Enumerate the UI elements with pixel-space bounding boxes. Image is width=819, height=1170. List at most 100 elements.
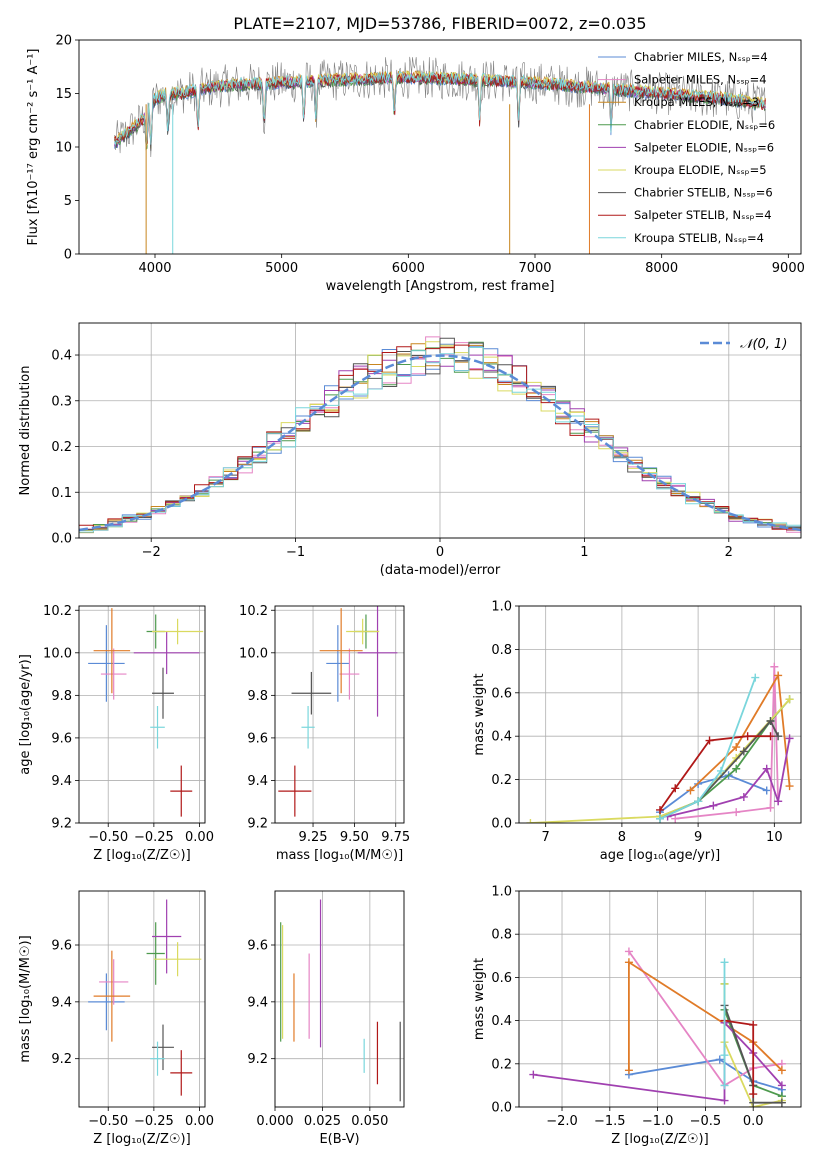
x-tick-label: 0.050 — [351, 1114, 388, 1129]
gridlines — [519, 605, 801, 824]
legend-label: Salpeter MILES, Nₛₛₚ=4 — [634, 73, 767, 87]
legend-label: Chabrier MILES, Nₛₛₚ=4 — [634, 50, 768, 64]
x-axis-label: Z [log₁₀(Z/Z☉)] — [611, 1132, 708, 1147]
x-tick-label: 7 — [542, 830, 550, 845]
x-tick-label: −1 — [286, 545, 305, 560]
axes-frame — [78, 322, 802, 539]
errorbar-point — [339, 648, 360, 700]
weight-marker — [720, 958, 729, 967]
x-axis-label: wavelength [Angstrom, rest frame] — [326, 279, 555, 294]
axes-frame — [274, 890, 405, 1108]
x-tick-label: 0.0 — [743, 1114, 764, 1129]
ticks: −2.0 −1.5 −1.0 −0.5 0.0 0.0 0.2 0.4 0.6 0.8 1.0 — [491, 885, 763, 1130]
plot-area — [526, 662, 794, 823]
errorbar-point — [301, 705, 315, 749]
weight-marker — [656, 805, 664, 814]
y-tick-label: 0 — [64, 248, 72, 263]
x-tick-label: 9.75 — [381, 830, 410, 845]
legend-label: Chabrier ELODIE, Nₛₛₚ=6 — [634, 118, 775, 132]
weight-marker — [777, 1081, 786, 1090]
y-tick-label: 10.2 — [43, 604, 72, 619]
legend-label: Salpeter STELIB, Nₛₛₚ=4 — [634, 208, 772, 222]
weight-marker — [686, 786, 695, 795]
gridlines — [79, 606, 205, 824]
errorbar-point — [146, 922, 165, 985]
legend-label: Chabrier STELIB, Nₛₛₚ=6 — [634, 186, 773, 200]
y-tick-label: 10.0 — [43, 646, 72, 661]
weight-marker — [671, 814, 680, 823]
errorbar-point — [326, 625, 350, 702]
weight-line — [530, 698, 791, 823]
x-tick-label: 9 — [694, 830, 702, 845]
errorbar-point — [153, 942, 202, 977]
errorbar-point — [170, 1050, 193, 1096]
x-tick-label: 1 — [580, 545, 588, 560]
y-axis-label: Flux [fλ10⁻¹⁷ erg cm⁻² s⁻¹ A⁻¹] — [26, 49, 41, 246]
axes-frame — [518, 605, 802, 824]
x-tick-label: 0 — [436, 545, 444, 560]
weight-marker — [743, 732, 752, 741]
x-tick-label: −1.5 — [594, 1114, 626, 1129]
normal-curve — [79, 354, 801, 532]
x-tick-label: 0.00 — [185, 830, 214, 845]
axes-frame — [78, 890, 206, 1108]
weight-marker — [762, 786, 771, 795]
errorbar-point — [100, 648, 127, 700]
x-tick-label: 8 — [618, 830, 626, 845]
weight-marker — [749, 1090, 758, 1099]
y-tick-label: 10.0 — [239, 646, 268, 661]
y-tick-label: 10 — [55, 141, 72, 156]
weight-marker — [715, 1055, 724, 1064]
ticks: 7 8 9 10 0.0 0.2 0.4 0.6 0.8 1.0 — [491, 600, 782, 846]
weight-line — [628, 960, 783, 1071]
y-tick-label: 0.2 — [51, 440, 72, 455]
ticks: 9.25 9.50 9.75 9.2 9.4 9.6 9.8 10.0 10.2 — [239, 604, 410, 845]
weight-marker — [529, 1070, 538, 1079]
errorbar-point — [278, 765, 312, 817]
y-tick-label: 0.8 — [491, 643, 512, 658]
gridlines — [519, 890, 801, 1108]
axis-labels: E(B-V) — [319, 1132, 359, 1147]
ticks: 0.000 0.025 0.050 9.2 9.4 9.6 — [247, 939, 388, 1130]
errorbar-point — [133, 631, 200, 675]
panel-age_vs_Z: −0.50 −0.25 0.00 9.2 9.4 9.6 9.8 10.0 10.2 Z [log… — [18, 604, 214, 863]
x-tick-label: −0.50 — [88, 830, 128, 845]
weight-marker — [785, 695, 794, 704]
y-tick-label: 0.0 — [491, 817, 512, 832]
weight-marker — [774, 671, 783, 680]
x-tick-label: −0.50 — [88, 1114, 128, 1129]
ticks: −2 −1 0 1 2 0.0 0.1 0.2 0.3 0.4 — [51, 349, 733, 560]
x-axis-label: mass [log₁₀(M/M☉)] — [276, 848, 403, 863]
weight-marker — [624, 947, 633, 956]
legend-label: 𝒩(0, 1) — [740, 337, 787, 352]
axes-frame — [78, 39, 802, 255]
weight-marker — [762, 764, 771, 773]
weight-marker — [785, 782, 794, 791]
weight-line — [667, 738, 791, 818]
weight-marker — [720, 1096, 729, 1105]
y-tick-label: 0.6 — [491, 971, 512, 986]
y-tick-label: 9.2 — [51, 817, 72, 832]
histogram-step — [79, 347, 801, 538]
y-tick-label: 0.3 — [51, 394, 72, 409]
x-tick-label: −2.0 — [546, 1114, 578, 1129]
x-tick-label: −0.5 — [690, 1114, 722, 1129]
y-tick-label: 1.0 — [491, 885, 512, 900]
weight-marker — [732, 764, 741, 773]
y-axis-label: mass weight — [472, 958, 487, 1040]
plot-area — [79, 336, 801, 538]
errorbar-point — [346, 618, 380, 645]
x-tick-label: −0.25 — [134, 830, 174, 845]
ticks: −0.50 −0.25 0.00 9.2 9.4 9.6 — [51, 939, 214, 1130]
x-axis-label: (data-model)/error — [380, 563, 501, 578]
y-axis-label: mass [log₁₀(M/M☉)] — [18, 935, 33, 1062]
weight-marker — [526, 819, 535, 823]
weight-marker — [732, 743, 741, 752]
weight-marker — [766, 732, 775, 741]
weight-marker — [705, 736, 714, 745]
errorbar-point — [150, 705, 165, 749]
axis-labels: Z [log₁₀(Z/Z☉)] mass [log₁₀(M/M☉)] — [18, 935, 191, 1147]
x-axis-label: E(B-V) — [319, 1132, 359, 1147]
x-tick-label: 5000 — [265, 261, 298, 276]
